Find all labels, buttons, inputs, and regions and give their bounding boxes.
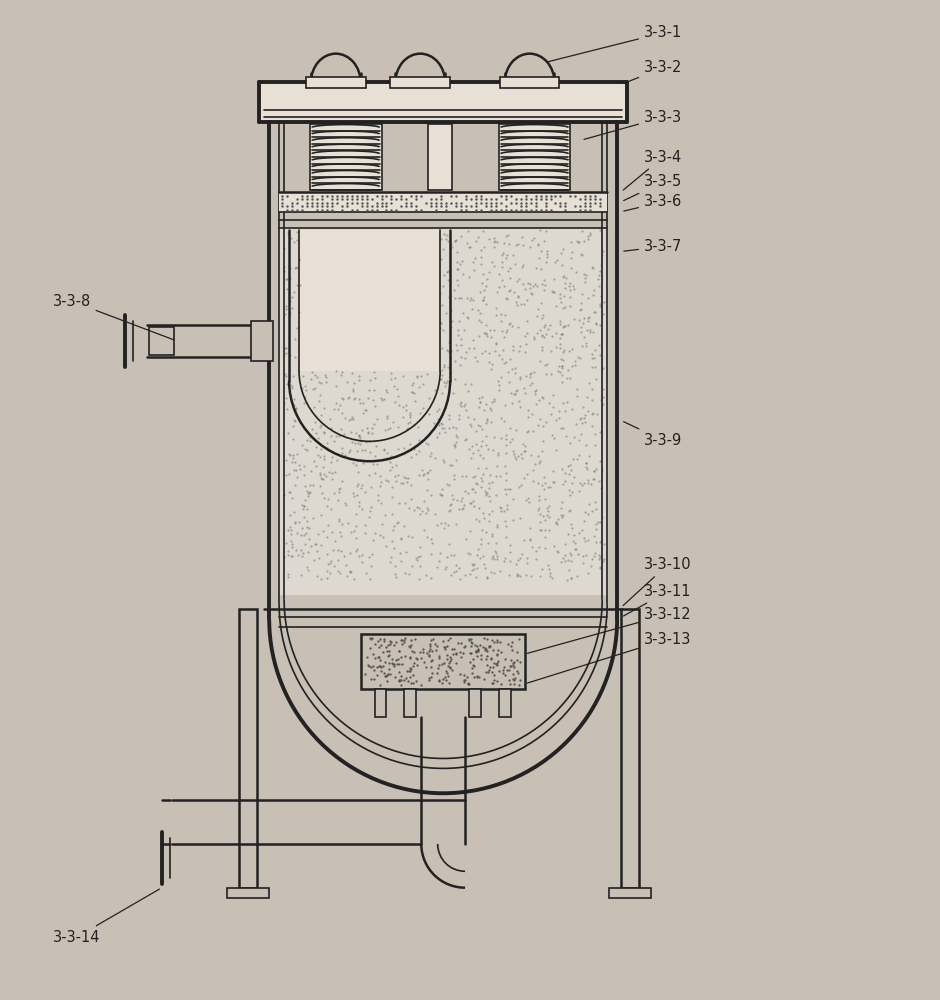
Text: 3-3-14: 3-3-14 — [53, 889, 160, 945]
Bar — [300, 230, 439, 371]
Bar — [469, 689, 481, 717]
Text: 3-3-8: 3-3-8 — [53, 294, 174, 340]
Text: 3-3-7: 3-3-7 — [624, 239, 682, 254]
Bar — [227, 888, 269, 898]
Polygon shape — [279, 228, 607, 594]
Bar — [429, 124, 452, 190]
Bar — [259, 82, 627, 122]
Bar — [279, 192, 607, 212]
Bar — [621, 609, 639, 888]
Bar — [149, 327, 174, 355]
Text: 3-3-1: 3-3-1 — [547, 25, 682, 62]
Text: 3-3-13: 3-3-13 — [527, 632, 691, 683]
Text: 3-3-6: 3-3-6 — [624, 194, 682, 211]
Text: 3-3-12: 3-3-12 — [527, 607, 692, 653]
Bar — [251, 321, 274, 361]
Bar — [240, 609, 258, 888]
Bar — [499, 124, 571, 190]
Text: 3-3-9: 3-3-9 — [623, 422, 682, 448]
Bar — [390, 77, 450, 88]
Bar — [500, 77, 559, 88]
Text: 3-3-5: 3-3-5 — [623, 174, 682, 201]
Text: 3-3-3: 3-3-3 — [584, 110, 682, 139]
Text: 3-3-2: 3-3-2 — [623, 60, 682, 83]
Bar — [306, 77, 366, 88]
Text: 3-3-11: 3-3-11 — [623, 584, 692, 616]
Bar — [374, 689, 386, 717]
Bar — [499, 689, 510, 717]
Bar — [361, 634, 525, 689]
Text: 3-3-10: 3-3-10 — [623, 557, 692, 605]
Text: 3-3-4: 3-3-4 — [623, 150, 682, 190]
Bar — [609, 888, 650, 898]
Bar — [404, 689, 416, 717]
Bar — [310, 124, 382, 190]
